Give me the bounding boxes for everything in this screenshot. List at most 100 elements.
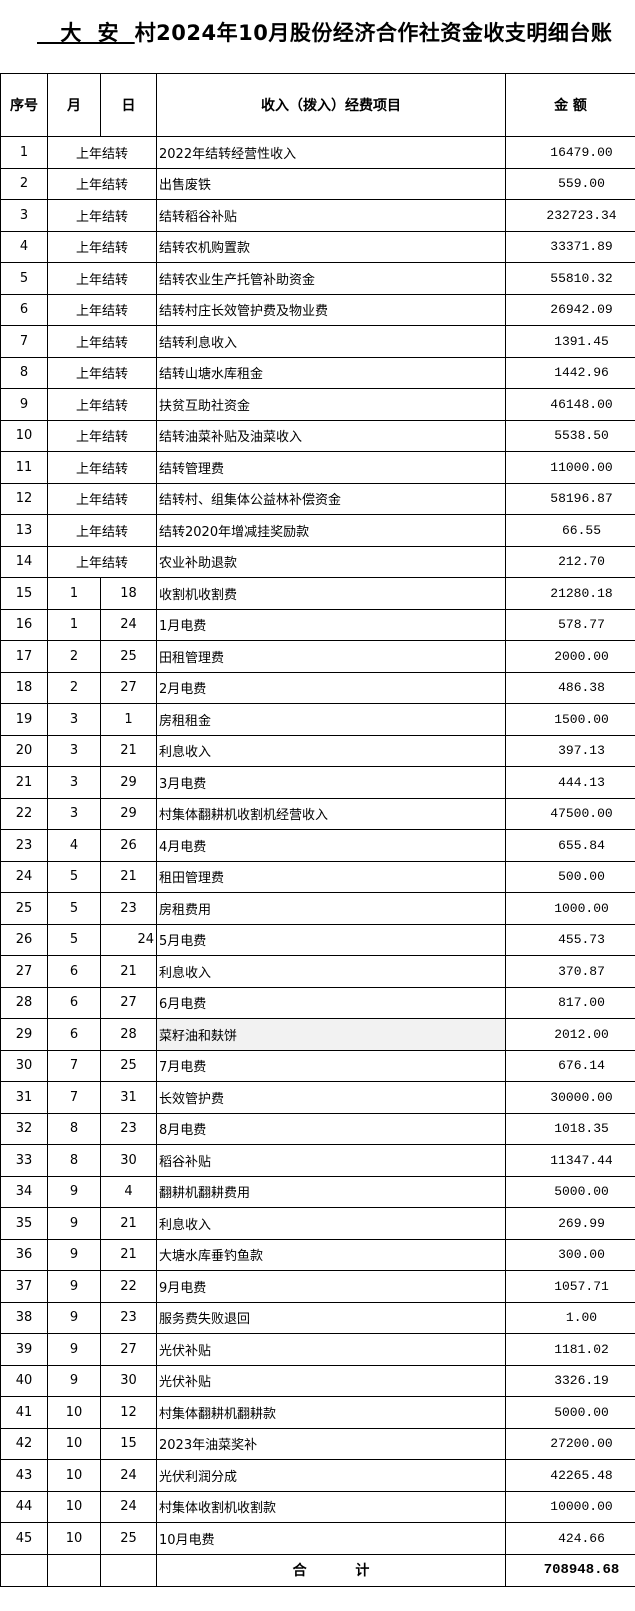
table-row: 22 3 29 村集体翻耕机收割机经营收入 47500.00 — [0, 797, 635, 830]
cell-item: 村集体收割机收割款 — [156, 1490, 506, 1523]
cell-item: 租田管理费 — [156, 860, 506, 893]
total-amount: 708948.68 — [505, 1553, 635, 1587]
cell-seq: 10 — [0, 419, 48, 452]
cell-amount: 11347.44 — [505, 1144, 635, 1177]
cell-seq: 4 — [0, 230, 48, 263]
cell-seq: 23 — [0, 829, 48, 862]
cell-seq: 25 — [0, 892, 48, 925]
cell-month: 7 — [47, 1049, 101, 1082]
cell-seq: 16 — [0, 608, 48, 641]
cell-amount: 212.70 — [505, 545, 635, 578]
cell-amount: 370.87 — [505, 955, 635, 988]
cell-month: 2 — [47, 671, 101, 704]
cell-item: 结转油菜补贴及油菜收入 — [156, 419, 506, 452]
cell-day: 18 — [100, 577, 157, 610]
cell-month: 6 — [47, 986, 101, 1019]
cell-month: 3 — [47, 703, 101, 736]
cell-seq: 15 — [0, 577, 48, 610]
cell-day: 29 — [100, 766, 157, 799]
cell-day: 24 — [100, 608, 157, 641]
cell-item: 结转利息收入 — [156, 325, 506, 358]
cell-day: 22 — [100, 1270, 157, 1303]
cell-item: 结转农业生产托管补助资金 — [156, 262, 506, 295]
cell-item: 房租租金 — [156, 703, 506, 736]
cell-month: 1 — [47, 608, 101, 641]
cell-amount: 66.55 — [505, 514, 635, 547]
cell-item: 结转山塘水库租金 — [156, 356, 506, 389]
cell-month: 9 — [47, 1270, 101, 1303]
total-label: 合 计 — [156, 1553, 506, 1587]
cell-seq: 29 — [0, 1018, 48, 1051]
cell-seq: 45 — [0, 1522, 48, 1555]
table-row: 32 8 23 8月电费 1018.35 — [0, 1112, 635, 1145]
cell-day: 15 — [100, 1427, 157, 1460]
cell-day: 25 — [100, 640, 157, 673]
cell-item: 稻谷补贴 — [156, 1144, 506, 1177]
cell-day: 28 — [100, 1018, 157, 1051]
cell-amount: 33371.89 — [505, 230, 635, 263]
cell-item: 大塘水库垂钓鱼款 — [156, 1238, 506, 1271]
cell-seq: 28 — [0, 986, 48, 1019]
cell-month: 10 — [47, 1522, 101, 1555]
cell-amount: 455.73 — [505, 923, 635, 956]
table-row: 8 上年结转 结转山塘水库租金 1442.96 — [0, 356, 635, 389]
cell-item: 光伏利润分成 — [156, 1459, 506, 1492]
table-row: 37 9 22 9月电费 1057.71 — [0, 1270, 635, 1303]
cell-amount: 2000.00 — [505, 640, 635, 673]
cell-month: 6 — [47, 955, 101, 988]
cell-day: 21 — [100, 1207, 157, 1240]
cell-seq: 21 — [0, 766, 48, 799]
table-row: 43 10 24 光伏利润分成 42265.48 — [0, 1459, 635, 1492]
cell-seq: 27 — [0, 955, 48, 988]
cell-amount: 47500.00 — [505, 797, 635, 830]
cell-seq: 2 — [0, 167, 48, 200]
cell-item: 结转农机购置款 — [156, 230, 506, 263]
cell-seq: 30 — [0, 1049, 48, 1082]
cell-amount: 27200.00 — [505, 1427, 635, 1460]
cell-day: 24 — [100, 923, 157, 956]
cell-item: 长效管护费 — [156, 1081, 506, 1114]
cell-item: 结转村庄长效管护费及物业费 — [156, 293, 506, 326]
table-row: 44 10 24 村集体收割机收割款 10000.00 — [0, 1490, 635, 1523]
table-row: 7 上年结转 结转利息收入 1391.45 — [0, 325, 635, 358]
cell-month: 3 — [47, 766, 101, 799]
cell-item: 1月电费 — [156, 608, 506, 641]
cell-amount: 1057.71 — [505, 1270, 635, 1303]
table-row: 19 3 1 房租租金 1500.00 — [0, 703, 635, 736]
cell-amount: 676.14 — [505, 1049, 635, 1082]
cell-month: 10 — [47, 1459, 101, 1492]
cell-seq: 42 — [0, 1427, 48, 1460]
table-row: 13 上年结转 结转2020年增减挂奖励款 66.55 — [0, 514, 635, 547]
total-empty — [47, 1553, 101, 1587]
cell-item: 8月电费 — [156, 1112, 506, 1145]
cell-amount: 1000.00 — [505, 892, 635, 925]
cell-amount: 559.00 — [505, 167, 635, 200]
cell-item: 10月电费 — [156, 1522, 506, 1555]
header-seq: 序号 — [0, 73, 48, 137]
cell-seq: 20 — [0, 734, 48, 767]
header-month: 月 — [47, 73, 101, 137]
page-title: 大 安 村2024年10月股份经济合作社资金收支明细台账 — [0, 0, 635, 73]
table-row: 9 上年结转 扶贫互助社资金 46148.00 — [0, 388, 635, 421]
table-row: 45 10 25 10月电费 424.66 — [0, 1522, 635, 1555]
cell-amount: 300.00 — [505, 1238, 635, 1271]
cell-amount: 444.13 — [505, 766, 635, 799]
cell-seq: 6 — [0, 293, 48, 326]
cell-month: 5 — [47, 892, 101, 925]
cell-amount: 11000.00 — [505, 451, 635, 484]
cell-month: 5 — [47, 860, 101, 893]
cell-item: 收割机收割费 — [156, 577, 506, 610]
cell-item: 5月电费 — [156, 923, 506, 956]
cell-item: 3月电费 — [156, 766, 506, 799]
cell-seq: 32 — [0, 1112, 48, 1145]
cell-seq: 26 — [0, 923, 48, 956]
cell-seq: 40 — [0, 1364, 48, 1397]
header-item: 收入（拨入）经费项目 — [156, 73, 506, 137]
cell-month: 10 — [47, 1427, 101, 1460]
cell-item: 服务费失败退回 — [156, 1301, 506, 1334]
total-empty — [0, 1553, 48, 1587]
cell-day: 27 — [100, 986, 157, 1019]
table-row: 18 2 27 2月电费 486.38 — [0, 671, 635, 704]
header-amount: 金 额 — [505, 73, 635, 137]
table-row: 5 上年结转 结转农业生产托管补助资金 55810.32 — [0, 262, 635, 295]
